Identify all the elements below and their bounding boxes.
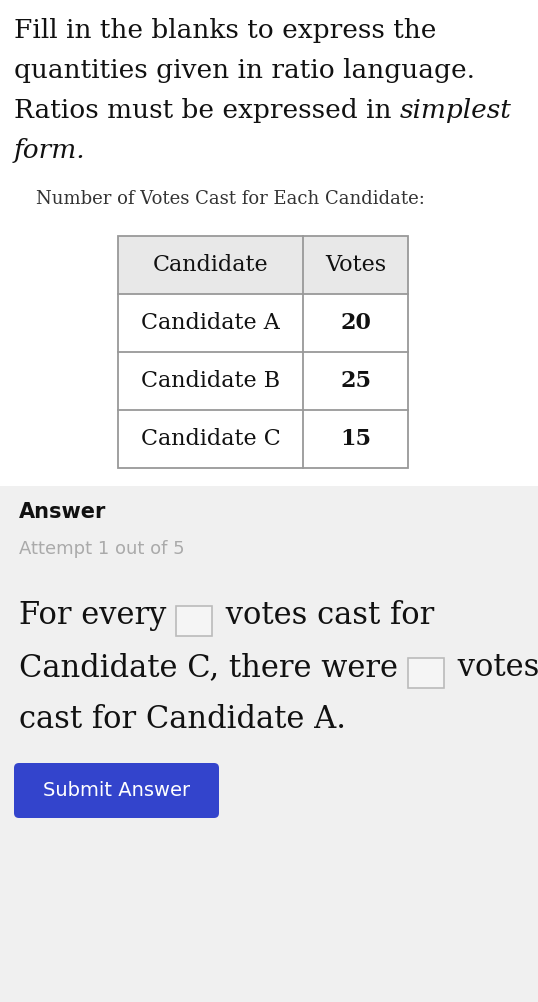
FancyBboxPatch shape [14, 763, 219, 818]
Text: Candidate: Candidate [153, 254, 268, 276]
Bar [0, 486, 538, 1002]
Text: Candidate C, there were: Candidate C, there were [19, 652, 408, 683]
Text: 25: 25 [340, 370, 371, 392]
Text: Candidate C: Candidate C [140, 428, 280, 450]
Text: Fill in the blanks to express the: Fill in the blanks to express the [14, 18, 436, 43]
Text: simplest: simplest [400, 98, 512, 123]
Bar [118, 236, 408, 468]
Text: Candidate B: Candidate B [141, 370, 280, 392]
Bar [118, 236, 408, 468]
Text: votes: votes [448, 652, 538, 683]
Bar [408, 658, 444, 688]
Text: Answer: Answer [19, 502, 107, 522]
Text: form.: form. [14, 138, 86, 163]
Bar [176, 606, 212, 636]
Text: Attempt 1 out of 5: Attempt 1 out of 5 [19, 540, 185, 558]
Text: Number of Votes Cast for Each Candidate:: Number of Votes Cast for Each Candidate: [36, 190, 425, 208]
Text: 15: 15 [340, 428, 371, 450]
Text: cast for Candidate A.: cast for Candidate A. [19, 704, 346, 735]
Text: Votes: Votes [325, 254, 386, 276]
Text: For every: For every [19, 600, 176, 631]
Bar [118, 236, 408, 294]
Text: Submit Answer: Submit Answer [43, 781, 190, 800]
Text: 20: 20 [340, 312, 371, 334]
Text: Candidate A: Candidate A [141, 312, 280, 334]
Text: quantities given in ratio language.: quantities given in ratio language. [14, 58, 475, 83]
Text: Ratios must be expressed in: Ratios must be expressed in [14, 98, 400, 123]
Text: votes cast for: votes cast for [216, 600, 434, 631]
